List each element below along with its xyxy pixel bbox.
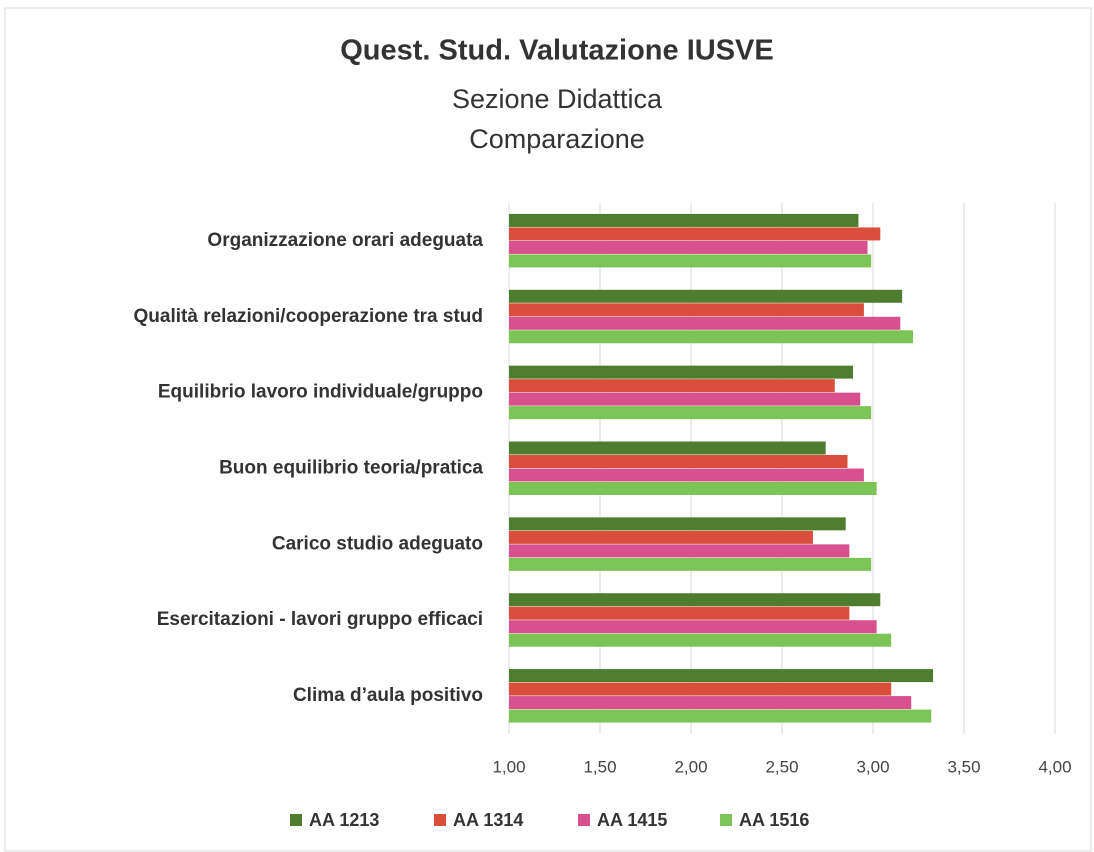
chart-subtitle: Comparazione xyxy=(469,124,645,154)
chart-subtitle: Sezione Didattica xyxy=(452,84,663,114)
bar xyxy=(509,682,892,696)
bar xyxy=(509,696,912,710)
y-tick-label: Organizzazione orari adeguata xyxy=(207,230,483,251)
legend-label: AA 1415 xyxy=(597,810,667,830)
legend-swatch xyxy=(720,814,732,826)
bar xyxy=(509,593,881,607)
bar xyxy=(509,213,859,227)
bar xyxy=(509,227,881,241)
x-tick-label: 2,50 xyxy=(765,757,798,776)
legend-label: AA 1213 xyxy=(309,810,379,830)
bar xyxy=(509,468,864,482)
bar xyxy=(509,303,864,317)
bar xyxy=(509,709,932,723)
bar xyxy=(509,544,850,558)
x-tick-label: 2,00 xyxy=(674,757,707,776)
bar xyxy=(509,606,850,620)
x-tick-label: 1,50 xyxy=(583,757,616,776)
x-tick-label: 3,00 xyxy=(856,757,889,776)
bar xyxy=(509,557,872,571)
legend-swatch xyxy=(578,814,590,826)
y-tick-label: Qualità relazioni/cooperazione tra stud xyxy=(134,306,483,327)
bar xyxy=(509,669,934,683)
bar xyxy=(509,240,868,254)
legend-label: AA 1516 xyxy=(739,810,809,830)
bar xyxy=(509,620,877,634)
bar xyxy=(509,406,872,420)
bar xyxy=(509,316,901,330)
bar xyxy=(509,289,903,303)
bar xyxy=(509,330,914,344)
x-tick-label: 4,00 xyxy=(1038,757,1071,776)
legend-label: AA 1314 xyxy=(453,810,523,830)
bar xyxy=(509,365,853,379)
x-tick-label: 1,00 xyxy=(492,757,525,776)
y-tick-label: Buon equilibrio teoria/pratica xyxy=(219,458,483,479)
chart-title: Quest. Stud. Valutazione IUSVE xyxy=(340,35,773,67)
bar xyxy=(509,392,861,406)
y-tick-label: Esercitazioni - lavori gruppo efficaci xyxy=(157,609,483,630)
legend-swatch xyxy=(290,814,302,826)
y-tick-label: Clima d’aula positivo xyxy=(293,685,483,706)
bar xyxy=(509,254,872,268)
bar xyxy=(509,455,848,468)
y-tick-label: Equilibrio lavoro individuale/gruppo xyxy=(158,382,483,403)
x-tick-label: 3,50 xyxy=(947,757,980,776)
bar xyxy=(509,517,846,531)
y-tick-label: Carico studio adeguato xyxy=(272,533,483,554)
bar xyxy=(509,379,835,393)
bar xyxy=(509,482,877,495)
legend-swatch xyxy=(434,814,446,826)
bar xyxy=(509,633,892,647)
bar xyxy=(509,530,813,544)
bar xyxy=(509,441,826,455)
